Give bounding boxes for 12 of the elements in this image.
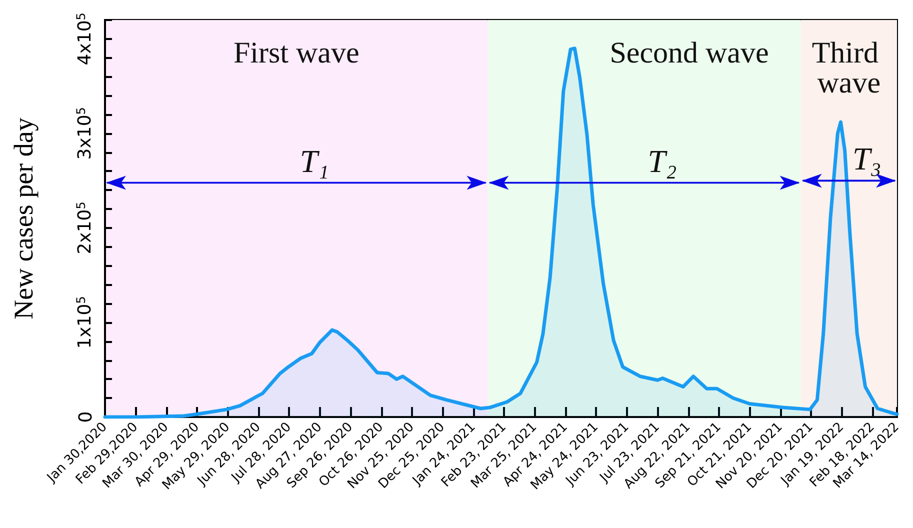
band-label: First wave	[233, 36, 360, 70]
y-tick-label: 4x105	[74, 12, 96, 66]
annotation: T₁	[300, 142, 329, 179]
band-label: Third wave	[812, 36, 886, 100]
band-label: Second wave	[610, 36, 769, 70]
y-tick-label: 0	[76, 411, 96, 423]
y-axis-title: New cases per day	[8, 117, 38, 320]
y-tick-label: 1x105	[74, 296, 96, 349]
annotation: T₃	[852, 140, 882, 177]
y-tick-label: 3x105	[74, 107, 96, 160]
y-tick-label: 2x105	[74, 202, 96, 254]
annotation: T₂	[648, 142, 677, 179]
